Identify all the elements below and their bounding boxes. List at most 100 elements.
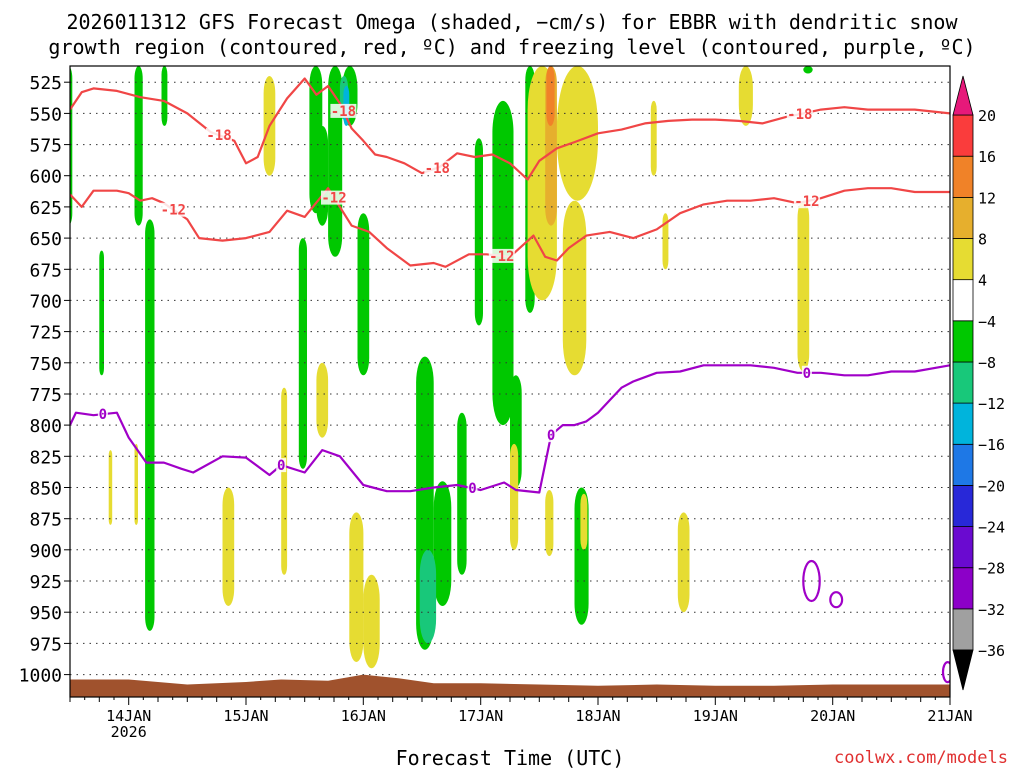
contour-label-bg xyxy=(424,160,451,175)
y-tick-label: 900 xyxy=(29,541,62,562)
omega-region xyxy=(492,100,514,426)
y-tick-label: 725 xyxy=(29,323,62,344)
contour-label: -12 xyxy=(161,203,186,219)
omega-region xyxy=(556,66,598,201)
omega-region xyxy=(134,443,138,525)
omega-region xyxy=(99,250,104,376)
colorbar-label: −8 xyxy=(978,354,996,372)
colorbar-swatch xyxy=(952,114,974,157)
contour-label-bg xyxy=(321,190,347,205)
omega-region xyxy=(797,200,810,372)
y-tick-label: 875 xyxy=(29,510,62,531)
plot-content: -18 -18 -18 -18 -12 -12 -12 -12 0 0 0 0 0 xyxy=(70,66,950,697)
omega-region xyxy=(433,481,452,606)
colorbar-label: −28 xyxy=(978,560,1005,578)
contour-label-bg xyxy=(160,202,187,217)
contour-label: 0 xyxy=(803,366,811,382)
omega-region xyxy=(134,66,143,226)
pressure-axis: 525 550 575 600 625 650 675 700 725 750 775 800 825 8… xyxy=(19,73,70,687)
omega-region xyxy=(650,100,657,176)
colorbar-label: −36 xyxy=(978,642,1005,660)
colorbar-label: −32 xyxy=(978,601,1005,619)
terrain xyxy=(70,674,950,697)
closed-contour-freezing xyxy=(802,559,821,603)
contour-line-freezing xyxy=(70,364,950,494)
omega-region xyxy=(70,67,73,225)
colorbar-label: 16 xyxy=(978,148,996,166)
x-tick-label: 21JAN xyxy=(927,707,972,725)
omega-region xyxy=(357,213,370,376)
colorbar-swatch xyxy=(952,567,974,610)
omega-region xyxy=(316,362,329,438)
colorbar-swatch xyxy=(952,443,974,486)
x-tick-sublabel: 2026 xyxy=(111,723,147,741)
contour-label: -18 xyxy=(425,161,450,177)
omega-region xyxy=(546,66,555,126)
contour-label: -12 xyxy=(321,191,346,207)
omega-region xyxy=(474,138,483,326)
chart-title-line-1: 2026011312 GFS Forecast Omega (shaded, −… xyxy=(66,10,958,34)
omega-region xyxy=(545,490,554,557)
y-tick-label: 825 xyxy=(29,447,62,468)
contour-label: -12 xyxy=(489,249,514,265)
omega-colorbar: −36 −32 −28 −24 −20 −16 −12 −8 −4 4 8 12 16 20 xyxy=(952,75,1005,691)
omega-region xyxy=(222,487,235,606)
plot-area: -18 -18 -18 -18 -12 -12 -12 -12 0 0 0 0 0 xyxy=(69,65,951,698)
y-tick-label: 575 xyxy=(29,136,62,157)
contour-label: -18 xyxy=(787,107,812,123)
omega-region xyxy=(580,493,588,550)
credit-text: coolwx.com/models xyxy=(834,748,1008,768)
colorbar-label: −20 xyxy=(978,477,1005,495)
colorbar-label: −12 xyxy=(978,395,1005,413)
colorbar-top-arrow xyxy=(952,75,974,116)
y-tick-label: 550 xyxy=(29,104,62,125)
colorbar-label: −24 xyxy=(978,519,1005,537)
contour-label-bg xyxy=(467,481,478,496)
y-tick-label: 975 xyxy=(29,634,62,655)
omega-region xyxy=(562,200,587,376)
y-tick-label: 650 xyxy=(29,229,62,250)
contour-label-bg xyxy=(488,248,515,263)
colorbar-swatch xyxy=(952,279,974,322)
contour-label: -18 xyxy=(331,104,356,120)
contour-label-bg xyxy=(793,194,820,209)
contour-label: 0 xyxy=(468,481,476,497)
omega-region xyxy=(662,213,669,270)
x-tick-label: 19JAN xyxy=(693,707,738,725)
colorbar-swatch xyxy=(952,238,974,281)
omega-region xyxy=(145,219,155,631)
colorbar-swatch xyxy=(952,155,974,198)
omega-region xyxy=(281,387,288,575)
contours: -18 -18 -18 -18 -12 -12 -12 -12 0 0 0 0 0 xyxy=(70,77,950,684)
colorbar-label: −4 xyxy=(978,313,996,331)
omega-region xyxy=(298,238,307,469)
contour-label-bg xyxy=(276,458,287,473)
contour-label: 0 xyxy=(277,458,285,474)
omega-region xyxy=(738,66,753,126)
y-tick-label: 1000 xyxy=(19,666,62,687)
contour-label-bg xyxy=(330,103,357,118)
y-tick-label: 950 xyxy=(29,603,62,624)
y-tick-label: 625 xyxy=(29,198,62,219)
y-tick-label: 850 xyxy=(29,479,62,500)
x-tick-label: 17JAN xyxy=(458,707,503,725)
omega-region xyxy=(161,66,168,126)
omega-region xyxy=(419,549,437,644)
x-tick-label: 18JAN xyxy=(575,707,620,725)
colorbar-label: −16 xyxy=(978,436,1005,454)
contour-label: 0 xyxy=(99,407,107,423)
omega-region xyxy=(803,66,813,74)
omega-region xyxy=(349,512,364,662)
omega-region xyxy=(510,443,519,550)
closed-contour-freezing xyxy=(941,661,950,684)
contour-label-bg xyxy=(801,365,812,380)
colorbar-label: 4 xyxy=(978,272,987,290)
colorbar-swatch xyxy=(952,361,974,404)
colorbar-swatch xyxy=(952,320,974,363)
omega-shading xyxy=(70,66,813,669)
colorbar-swatch xyxy=(952,402,974,445)
contour-label: 0 xyxy=(547,428,555,444)
x-tick-label: 20JAN xyxy=(810,707,855,725)
